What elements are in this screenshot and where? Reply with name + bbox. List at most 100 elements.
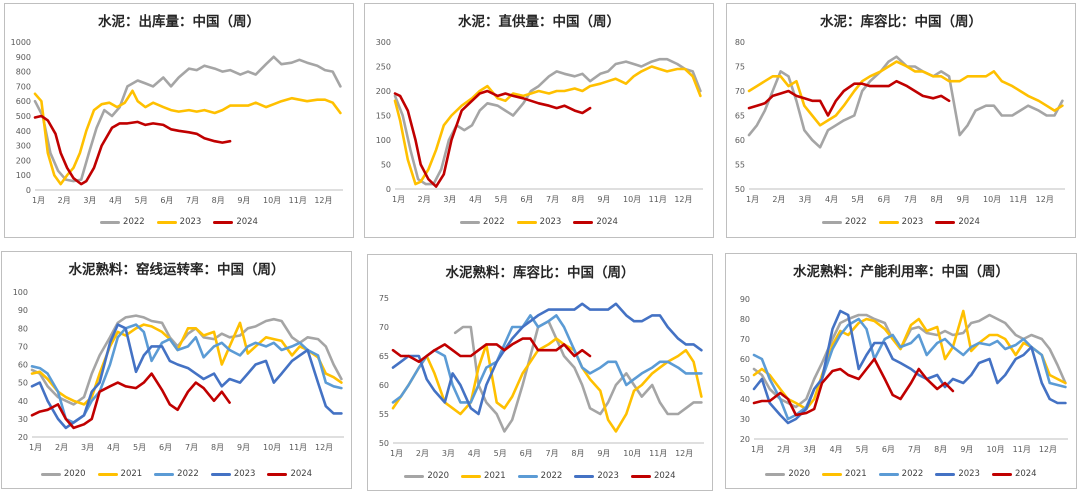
y-tick-label: 50 <box>381 161 391 170</box>
series-line-2021 <box>30 321 343 406</box>
legend-item: 2020 <box>40 469 86 479</box>
y-tick-label: 70 <box>735 87 745 96</box>
legend-label: 2023 <box>597 471 619 481</box>
x-tick-label: 10月 <box>623 449 641 458</box>
x-tick-label: 7月 <box>546 195 559 204</box>
x-tick-label: 1月 <box>392 195 405 204</box>
chart-legend: 2020 2021 2022 2023 2024 <box>368 471 712 481</box>
legend-item: 2024 <box>213 217 258 227</box>
x-tick-label: 3月 <box>803 445 816 454</box>
y-tick-label: 75 <box>735 63 745 72</box>
legend-item: 2023 <box>878 217 923 227</box>
x-tick-label: 8月 <box>211 443 224 452</box>
y-tick-label: 0 <box>386 185 391 194</box>
y-tick-label: 100 <box>16 171 31 180</box>
x-tick-label: 4月 <box>469 195 482 204</box>
legend-swatch <box>935 220 956 224</box>
series-line-2023 <box>30 323 343 430</box>
legend-swatch <box>210 472 231 476</box>
x-tick-label: 10月 <box>263 443 281 452</box>
y-tick-label: 300 <box>16 142 31 151</box>
legend-label: 2021 <box>120 469 143 479</box>
x-tick-label: 8月 <box>212 196 225 205</box>
y-tick-label: 250 <box>376 63 391 72</box>
x-tick-label: 8月 <box>572 195 585 204</box>
x-tick-label: 9月 <box>597 195 610 204</box>
legend-item: 2021 <box>822 469 867 479</box>
series-line-2023 <box>393 65 702 186</box>
x-tick-label: 5月 <box>495 195 508 204</box>
x-tick-label: 6月 <box>159 443 172 452</box>
series-line-2020 <box>30 314 343 406</box>
y-tick-label: 60 <box>735 136 745 145</box>
legend-item: 2024 <box>573 217 618 227</box>
x-tick-label: 10月 <box>983 195 1001 204</box>
legend-label: 2024 <box>596 217 618 227</box>
legend-item: 2022 <box>822 217 867 227</box>
y-tick-label: 50 <box>18 379 28 388</box>
x-tick-label: 2月 <box>772 195 785 204</box>
series-line-2024 <box>747 79 951 117</box>
y-tick-label: 70 <box>379 323 389 332</box>
series-line-2024 <box>393 89 592 188</box>
legend-item: 2022 <box>460 217 505 227</box>
legend-item: 2023 <box>156 217 201 227</box>
x-tick-label: 6月 <box>878 195 891 204</box>
y-tick-label: 65 <box>735 112 745 121</box>
legend-swatch <box>822 220 843 224</box>
chart-title: 水泥：库容比：中国（周） <box>820 14 982 30</box>
chart-cement-storage-ratio: 水泥：库容比：中国（周） 50 55 60 65 70 75 80 1月 2月 3月 4月 5月 6月 7… <box>726 3 1076 238</box>
x-tick-label: 2月 <box>58 196 71 205</box>
legend-swatch <box>573 220 594 224</box>
x-tick-label: 11月 <box>649 195 667 204</box>
legend-swatch <box>630 474 651 478</box>
y-tick-label: 700 <box>16 82 31 91</box>
x-tick-label: 12月 <box>315 443 333 452</box>
legend-item: 2021 <box>97 469 143 479</box>
chart-title: 水泥：出库量：中国（周） <box>98 14 260 30</box>
y-tick-label: 80 <box>735 38 745 47</box>
series-line-2022 <box>391 314 703 404</box>
legend-swatch <box>517 474 538 478</box>
legend-item: 2023 <box>210 469 255 479</box>
series-line-2024 <box>33 114 232 186</box>
legend-swatch <box>461 474 482 478</box>
x-tick-label: 1月 <box>746 195 759 204</box>
y-tick-label: 600 <box>16 97 31 106</box>
x-tick-label: 9月 <box>237 196 250 205</box>
y-tick-label: 20 <box>18 433 28 442</box>
legend-item: 2020 <box>404 471 449 481</box>
x-tick-label: 1月 <box>751 445 764 454</box>
x-tick-label: 2月 <box>55 443 68 452</box>
legend-item: 2022 <box>878 469 924 479</box>
y-tick-label: 70 <box>740 335 750 344</box>
chart-legend: 2022 2023 2024 <box>365 217 713 227</box>
series-line-2023 <box>33 89 342 186</box>
legend-swatch <box>822 472 843 476</box>
x-tick-label: 11月 <box>289 196 307 205</box>
series-line-2024 <box>30 372 231 430</box>
x-tick-label: 5月 <box>135 196 148 205</box>
chart-cement-shipments: 水泥：出库量：中国（周） 0 100 200 300 400 500 600 700 800 90… <box>4 3 354 238</box>
x-tick-label: 5月 <box>494 449 507 458</box>
x-tick-label: 4月 <box>107 443 120 452</box>
series-line-2023 <box>747 60 1064 127</box>
legend-label: 2023 <box>539 217 562 227</box>
legend-swatch <box>878 472 899 476</box>
y-tick-label: 300 <box>376 38 391 47</box>
y-tick-label: 90 <box>740 295 750 304</box>
chart-legend: 2022 2023 2024 <box>727 217 1075 227</box>
legend-label: 2022 <box>901 469 924 479</box>
chart-legend: 2022 2023 2024 <box>5 217 353 227</box>
x-tick-label: 7月 <box>904 195 917 204</box>
series-line-2023 <box>391 302 703 416</box>
legend-swatch <box>40 472 61 476</box>
x-tick-label: 11月 <box>1013 445 1031 454</box>
series-line-2022 <box>393 57 702 186</box>
chart-legend: 2020 2021 2022 2023 2024 <box>726 469 1076 479</box>
y-tick-label: 900 <box>16 53 31 62</box>
legend-swatch <box>935 472 956 476</box>
chart-cement-direct-supply: 水泥：直供量：中国（周） 0 50 100 150 200 250 300 1月 2月 3月 4月 5… <box>364 3 714 238</box>
x-tick-label: 6月 <box>520 195 533 204</box>
y-tick-label: 500 <box>16 112 31 121</box>
